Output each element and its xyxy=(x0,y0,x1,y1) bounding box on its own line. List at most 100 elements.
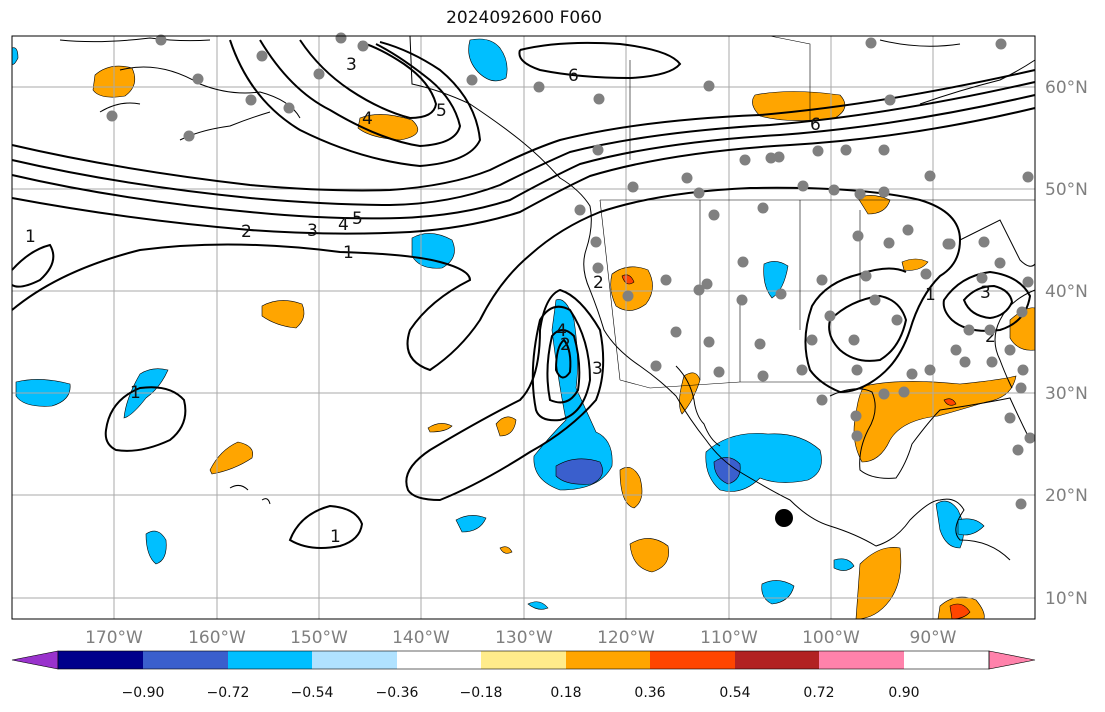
colorbar-segment xyxy=(481,651,566,669)
station-dot xyxy=(736,294,748,306)
station-dot xyxy=(592,144,604,156)
station-dot xyxy=(765,152,777,164)
lat-tick: 10°N xyxy=(1045,589,1088,609)
station-dot xyxy=(906,368,918,380)
lon-tick: 120°W xyxy=(597,628,655,648)
lat-tick: 30°N xyxy=(1045,384,1088,404)
contour-label: 5 xyxy=(352,209,363,229)
contour-label: 3 xyxy=(980,283,991,303)
colorbar-extend-max xyxy=(988,650,1036,670)
station-dot xyxy=(878,186,890,198)
station-dot xyxy=(978,236,990,248)
shade-orange xyxy=(619,467,643,509)
station-dot xyxy=(986,356,998,368)
colorbar-segment xyxy=(228,651,312,669)
contour-label: 1 xyxy=(343,243,354,263)
contour-line xyxy=(11,243,55,288)
contour-label: 3 xyxy=(592,359,603,379)
station-dot xyxy=(775,288,787,300)
colorbar-label: 0.18 xyxy=(550,685,581,701)
country-borders xyxy=(619,35,811,389)
colorbar-segment xyxy=(397,651,481,669)
contour-label: 3 xyxy=(307,221,318,241)
station-dot xyxy=(994,257,1006,269)
gulf-coast xyxy=(829,388,1031,479)
station-dot xyxy=(757,370,769,382)
colorbar-segment xyxy=(650,651,735,669)
lon-tick: 170°W xyxy=(85,628,143,648)
station-dot xyxy=(192,73,204,85)
shade-blue xyxy=(833,558,855,571)
station-dot xyxy=(824,310,836,322)
shade-orange xyxy=(209,441,253,475)
station-dot xyxy=(693,187,705,199)
contour-label: 6 xyxy=(810,115,821,135)
shade-darkblue xyxy=(555,458,603,485)
shade-orange xyxy=(853,375,1017,463)
contour-line xyxy=(962,284,1014,320)
station-dot xyxy=(357,40,369,52)
station-dot xyxy=(708,209,720,221)
contour-line xyxy=(299,39,438,120)
station-dot xyxy=(693,284,705,296)
contour-label: 2 xyxy=(560,335,571,355)
shade-orange xyxy=(261,300,305,329)
east-coast xyxy=(994,289,1036,389)
station-dot xyxy=(1015,382,1027,394)
station-dot xyxy=(850,410,862,422)
map-frame xyxy=(11,35,1036,620)
contour-line xyxy=(104,386,187,452)
colorbar-extend-min xyxy=(11,650,59,670)
shade-blue xyxy=(527,601,549,610)
storm-center-dot xyxy=(775,509,793,527)
station-dot xyxy=(757,202,769,214)
contour-line xyxy=(11,94,1036,220)
lon-tick: 130°W xyxy=(495,628,553,648)
station-dot xyxy=(854,188,866,200)
alaska-coast xyxy=(59,37,301,141)
lat-tick: 50°N xyxy=(1045,180,1088,200)
shade-orange xyxy=(495,416,517,437)
station-dot xyxy=(848,334,860,346)
station-dot xyxy=(852,230,864,242)
contour-line xyxy=(405,288,605,502)
station-dot xyxy=(574,204,586,216)
lat-tick: 20°N xyxy=(1045,486,1088,506)
station-dot xyxy=(1004,344,1016,356)
station-dot xyxy=(1012,444,1024,456)
station-dot xyxy=(869,294,881,306)
shade-blue xyxy=(957,518,985,536)
station-dot xyxy=(1022,276,1034,288)
station-dot xyxy=(155,34,167,46)
shade-orange xyxy=(629,538,669,573)
station-dot xyxy=(924,364,936,376)
contour-line xyxy=(288,504,364,549)
station-dot xyxy=(106,110,118,122)
colorbar: −0.90 −0.72 −0.54 −0.36 −0.18 0.18 0.36 … xyxy=(11,650,1036,701)
station-dot xyxy=(816,274,828,286)
station-dot xyxy=(335,32,347,44)
colorbar-label: −0.18 xyxy=(460,685,503,701)
station-dot xyxy=(812,145,824,157)
contour-label: 2 xyxy=(241,222,252,242)
station-dot xyxy=(627,181,639,193)
station-dot xyxy=(701,278,713,290)
station-dot xyxy=(593,93,605,105)
shaded-anomaly-fields xyxy=(11,38,1036,620)
station-dot xyxy=(1004,412,1016,424)
colorbar-label: −0.90 xyxy=(122,685,165,701)
station-dot xyxy=(840,144,852,156)
shade-orange xyxy=(901,258,929,271)
contour-line xyxy=(11,81,1036,207)
colorbar-segment xyxy=(312,651,397,669)
colorbar-segment xyxy=(58,651,143,669)
station-markers xyxy=(106,32,1036,510)
station-dot xyxy=(590,236,602,248)
colorbar-segment xyxy=(819,651,904,669)
station-dot xyxy=(703,336,715,348)
station-dot xyxy=(797,180,809,192)
shade-blue xyxy=(763,261,789,299)
shade-orange xyxy=(499,546,513,554)
shade-blue xyxy=(145,530,167,565)
station-dot xyxy=(1022,171,1034,183)
